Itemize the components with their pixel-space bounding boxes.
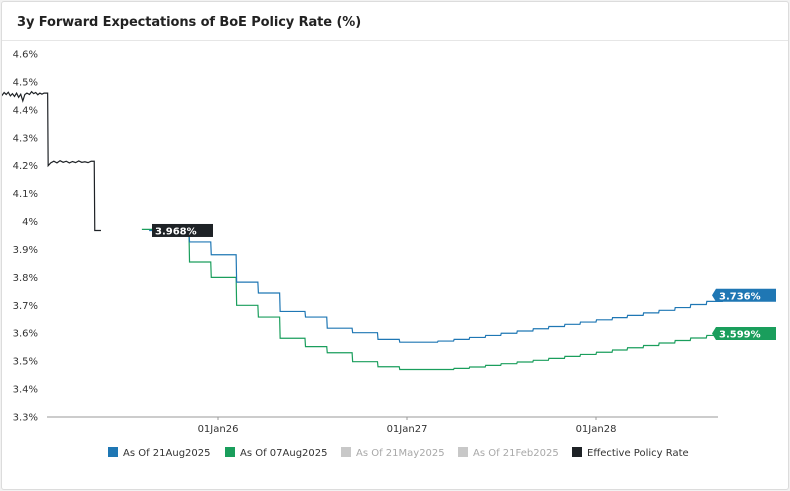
legend-swatch xyxy=(572,447,582,457)
line-chart: 4.6% 4.5% 4.4% 4.3% 4.2% 4.1% 4% 3.9% 3.8% 3.7% 3.… xyxy=(2,50,776,435)
x-tick-label: 01Jan28 xyxy=(576,424,617,435)
legend-swatch xyxy=(341,447,351,457)
y-tick-label: 4.4% xyxy=(13,105,38,116)
y-tick-label: 3.7% xyxy=(13,301,38,312)
chart-title: 3y Forward Expectations of BoE Policy Ra… xyxy=(17,15,362,30)
series-lines xyxy=(2,90,754,371)
y-tick-label: 4.1% xyxy=(13,189,38,200)
value-label-tag xyxy=(712,327,776,341)
series-line-as-of-21aug2025 xyxy=(149,229,754,343)
value-label-text: 3.599% xyxy=(719,330,761,341)
legend-swatch xyxy=(108,447,118,457)
y-tick-label: 3.8% xyxy=(13,273,38,284)
y-tick-label: 4.6% xyxy=(13,50,38,61)
title-divider xyxy=(2,40,788,41)
y-tick-label: 4.3% xyxy=(13,133,38,144)
legend-label: As Of 07Aug2025 xyxy=(240,448,328,459)
series-line-effective-policy-rate xyxy=(2,90,101,232)
y-tick-label: 4.5% xyxy=(13,77,38,88)
value-label-tag xyxy=(152,223,213,237)
legend-item-as-of-21aug2025[interactable]: As Of 21Aug2025 xyxy=(108,447,211,461)
legend-item-as-of-21feb2025[interactable]: As Of 21Feb2025 xyxy=(458,447,559,461)
y-tick-label: 3.3% xyxy=(13,413,38,424)
end-labels: 3.736% 3.599% 3.968% xyxy=(152,223,776,341)
value-label-as-of-07aug2025: 3.599% xyxy=(712,327,776,341)
y-axis: 4.6% 4.5% 4.4% 4.3% 4.2% 4.1% 4% 3.9% 3.8% 3.7% 3.… xyxy=(13,50,38,424)
legend-label: Effective Policy Rate xyxy=(587,448,689,459)
y-tick-label: 3.6% xyxy=(13,329,38,340)
x-axis: 01Jan26 01Jan27 01Jan28 xyxy=(47,416,718,435)
legend-swatch xyxy=(225,447,235,457)
y-tick-label: 4% xyxy=(22,217,38,228)
y-tick-label: 3.5% xyxy=(13,357,38,368)
legend-swatch xyxy=(458,447,468,457)
x-tick-label: 01Jan26 xyxy=(198,424,239,435)
legend-item-as-of-07aug2025[interactable]: As Of 07Aug2025 xyxy=(225,447,328,461)
value-label-effective-policy-rate: 3.968% xyxy=(152,223,213,237)
value-label-as-of-21aug2025: 3.736% xyxy=(712,288,776,302)
value-label-tag xyxy=(712,288,776,302)
legend-label: As Of 21Aug2025 xyxy=(123,448,211,459)
y-tick-label: 3.4% xyxy=(13,385,38,396)
y-tick-label: 3.9% xyxy=(13,245,38,256)
x-tick-label: 01Jan27 xyxy=(387,424,428,435)
value-label-text: 3.968% xyxy=(155,226,197,237)
legend-label: As Of 21Feb2025 xyxy=(473,448,559,459)
series-line-as-of-07aug2025 xyxy=(141,228,754,371)
legend-item-as-of-21may2025[interactable]: As Of 21May2025 xyxy=(341,447,445,461)
chart-legend: As Of 21Aug2025 As Of 07Aug2025 As Of 21Ma… xyxy=(2,447,788,461)
legend-label: As Of 21May2025 xyxy=(356,448,445,459)
y-tick-label: 4.2% xyxy=(13,161,38,172)
value-label-text: 3.736% xyxy=(719,291,761,302)
legend-item-effective-policy-rate[interactable]: Effective Policy Rate xyxy=(572,447,689,461)
